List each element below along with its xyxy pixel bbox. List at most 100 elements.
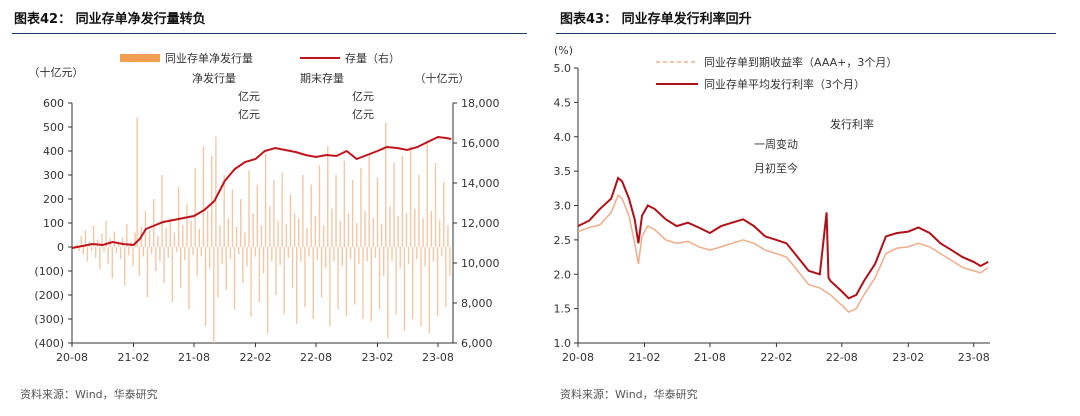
left-y-tick-label: (400) bbox=[34, 337, 64, 350]
net-issuance-bar bbox=[426, 141, 428, 247]
y-tick-label: 4.5 bbox=[554, 96, 572, 109]
y-tick-label: 1.0 bbox=[554, 337, 572, 350]
net-issuance-bar bbox=[136, 117, 138, 248]
net-issuance-bar bbox=[196, 247, 198, 276]
left-title-rule bbox=[12, 33, 527, 34]
net-issuance-bar bbox=[418, 175, 420, 247]
net-issuance-bar bbox=[188, 247, 190, 310]
legend-line-label: 存量（右） bbox=[345, 51, 400, 65]
net-issuance-bar bbox=[281, 172, 283, 247]
net-issuance-bar bbox=[90, 247, 93, 251]
net-issuance-bar bbox=[194, 167, 196, 247]
left-y-tick-label: (100) bbox=[34, 265, 64, 278]
net-issuance-bar bbox=[362, 247, 364, 319]
net-issuance-bar bbox=[206, 211, 209, 247]
net-issuance-bar bbox=[430, 211, 433, 247]
net-issuance-bar bbox=[146, 247, 149, 298]
net-issuance-bar bbox=[351, 179, 354, 247]
left-axis-unit: （十亿元） bbox=[29, 65, 84, 79]
x-tick-label: 22-02 bbox=[760, 351, 792, 364]
net-issuance-bar bbox=[391, 247, 393, 262]
net-issuance-bar bbox=[86, 247, 89, 262]
left-chart-title: 图表42： 同业存单净发行量转负 bbox=[14, 12, 206, 27]
net-issuance-bar bbox=[74, 245, 76, 247]
net-issuance-bar bbox=[167, 247, 169, 258]
net-issuance-bar bbox=[186, 203, 188, 247]
net-issuance-bar bbox=[298, 218, 300, 247]
net-issuance-bar bbox=[78, 247, 80, 252]
net-issuance-bar bbox=[393, 163, 395, 247]
net-issuance-bar bbox=[184, 247, 186, 261]
x-tick-label: 22-08 bbox=[826, 351, 858, 364]
net-issuance-bar bbox=[416, 247, 418, 259]
net-issuance-bar bbox=[366, 247, 368, 262]
net-issuance-bar bbox=[397, 215, 399, 247]
net-issuance-bar bbox=[240, 199, 242, 247]
y-tick-label: 3.5 bbox=[554, 165, 572, 178]
right-title-rule bbox=[556, 33, 1056, 34]
net-issuance-bar bbox=[370, 247, 372, 322]
net-issuance-bar bbox=[395, 247, 397, 315]
net-issuance-bar bbox=[264, 153, 267, 247]
net-issuance-bar bbox=[121, 237, 124, 247]
net-issuance-bar bbox=[434, 163, 437, 247]
net-issuance-bar bbox=[97, 239, 99, 247]
net-issuance-bar bbox=[412, 247, 414, 319]
net-issuance-bar bbox=[283, 247, 285, 315]
net-issuance-bar bbox=[254, 247, 256, 257]
legend-yield-label: 同业存单到期收益率（AAA+，3个月） bbox=[704, 55, 897, 69]
net-issuance-bar bbox=[175, 247, 178, 252]
net-issuance-bar bbox=[312, 247, 314, 319]
net-issuance-bar bbox=[142, 247, 145, 257]
net-issuance-bar bbox=[227, 218, 230, 247]
net-issuance-bar bbox=[260, 225, 263, 247]
net-issuance-bar bbox=[443, 182, 445, 247]
net-issuance-bar bbox=[368, 153, 370, 247]
net-issuance-bar bbox=[177, 187, 180, 247]
net-issuance-bar bbox=[432, 247, 435, 262]
net-issuance-bar bbox=[310, 184, 312, 247]
left-source-note: 资料来源：Wind，华泰研究 bbox=[20, 388, 158, 401]
left-y-tick-label: (300) bbox=[34, 313, 64, 326]
net-issuance-bar bbox=[387, 247, 389, 339]
x-tick-label: 23-08 bbox=[422, 351, 454, 364]
net-issuance-bar bbox=[153, 199, 155, 247]
x-tick-label: 21-02 bbox=[629, 351, 661, 364]
net-issuance-bar bbox=[179, 247, 182, 288]
net-issuance-bar bbox=[103, 247, 105, 252]
net-issuance-bar bbox=[192, 247, 194, 256]
net-issuance-bar bbox=[244, 232, 246, 247]
net-issuance-bar bbox=[339, 220, 341, 247]
left-y-tick-label: 500 bbox=[43, 121, 64, 134]
right-y-tick-label: 14,000 bbox=[461, 177, 500, 190]
x-tick-label: 21-08 bbox=[694, 351, 726, 364]
net-issuance-bar bbox=[428, 247, 430, 334]
net-issuance-bar bbox=[320, 247, 323, 298]
chart-annotation: 发行利率 bbox=[830, 117, 874, 131]
left-chart: （十亿元） （十亿元）同业存单净发行量 存量（右）净发行量 期末存量亿元亿元亿元亿元6… bbox=[29, 51, 500, 364]
chart-annotation: 净发行量 bbox=[192, 71, 236, 85]
net-issuance-bar bbox=[441, 247, 443, 257]
net-issuance-bar bbox=[422, 218, 424, 247]
y-tick-label: 4.0 bbox=[554, 131, 572, 144]
right-y-tick-label: 10,000 bbox=[461, 257, 500, 270]
left-y-tick-label: 200 bbox=[43, 193, 64, 206]
net-issuance-bar bbox=[92, 225, 95, 247]
net-issuance-bar bbox=[380, 224, 383, 247]
net-issuance-bar bbox=[403, 247, 406, 331]
y-tick-label: 5.0 bbox=[554, 62, 572, 75]
net-issuance-bar bbox=[155, 247, 157, 271]
net-issuance-bar bbox=[333, 247, 335, 262]
chart-annotation: 期末存量 bbox=[300, 71, 344, 85]
net-issuance-bar bbox=[101, 233, 103, 247]
net-issuance-bar bbox=[358, 247, 360, 264]
net-issuance-bar bbox=[356, 223, 358, 247]
chart-annotation: 亿元 bbox=[238, 108, 260, 121]
net-issuance-bar bbox=[223, 175, 225, 247]
left-y-tick-label: 600 bbox=[43, 97, 64, 110]
net-issuance-bar bbox=[266, 247, 269, 334]
net-issuance-bar bbox=[138, 247, 140, 276]
x-tick-label: 22-08 bbox=[300, 351, 332, 364]
net-issuance-bar bbox=[165, 227, 167, 247]
chart-annotation: 亿元 bbox=[352, 108, 374, 121]
